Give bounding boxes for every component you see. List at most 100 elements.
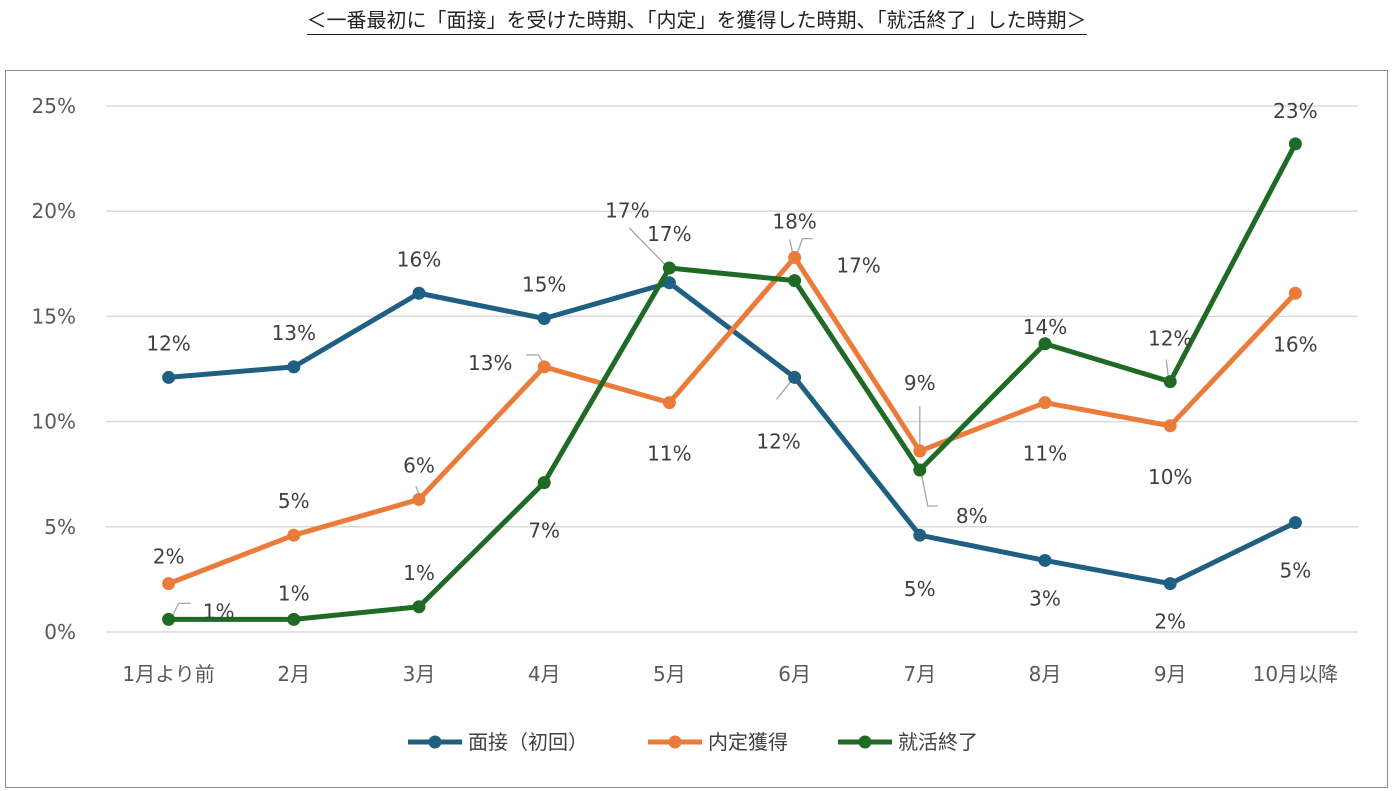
y-tick-label: 10% <box>32 410 76 434</box>
y-tick-label: 20% <box>32 199 76 223</box>
line-chart: 0% 5% 10% 15% 20% 25% 1月より前 2月 3月 4月 5月 6月 7月 8月 9月 10… <box>32 94 1358 754</box>
data-labels: 12% 13% 16% 15% 17% 12% 5% 3% 2% 5% 2% 5% 6% 13% 11% 18… <box>146 99 1317 634</box>
data-point <box>162 370 176 384</box>
series-2 <box>162 250 1302 591</box>
data-point <box>1288 137 1302 151</box>
x-tick-label: 4月 <box>528 662 561 686</box>
data-point <box>662 396 676 410</box>
x-tick-label: 7月 <box>903 662 936 686</box>
y-tick-label: 25% <box>32 94 76 118</box>
legend-item: 面接（初回） <box>408 730 588 754</box>
leader-line <box>526 354 543 362</box>
data-point <box>1288 286 1302 300</box>
legend-item: 就活終了 <box>838 730 978 754</box>
data-point <box>913 444 927 458</box>
x-tick-label: 2月 <box>277 662 310 686</box>
legend-label: 面接（初回） <box>468 730 588 754</box>
data-label: 10% <box>1148 465 1192 489</box>
data-point <box>162 612 176 626</box>
leader-line <box>776 380 793 400</box>
data-point <box>788 370 802 384</box>
series-3 <box>162 137 1302 626</box>
data-label: 3% <box>1029 586 1061 610</box>
leader-line <box>921 475 938 507</box>
data-label: 12% <box>1148 327 1192 351</box>
legend-swatch-marker <box>428 735 442 749</box>
x-axis-ticks: 1月より前 2月 3月 4月 5月 6月 7月 8月 9月 10月以降 <box>122 662 1338 686</box>
data-label: 17% <box>836 254 880 278</box>
x-tick-label: 3月 <box>403 662 436 686</box>
data-label: 17% <box>605 199 649 223</box>
data-label: 1% <box>403 561 435 585</box>
data-point <box>662 276 676 290</box>
data-label: 15% <box>522 273 566 297</box>
data-point <box>1163 375 1177 389</box>
legend: 面接（初回） 内定獲得 就活終了 <box>408 730 978 754</box>
data-point <box>1038 553 1052 567</box>
data-point <box>537 476 551 490</box>
series-line <box>166 254 1298 587</box>
data-label: 12% <box>146 331 190 355</box>
data-point <box>287 360 301 374</box>
data-label: 1% <box>203 599 235 623</box>
data-label: 13% <box>468 351 512 375</box>
x-tick-label: 6月 <box>778 662 811 686</box>
data-label: 14% <box>1023 315 1067 339</box>
data-point <box>412 286 426 300</box>
data-label: 5% <box>1280 559 1312 583</box>
data-label: 16% <box>397 247 441 271</box>
data-label: 18% <box>772 209 816 233</box>
data-point <box>412 600 426 614</box>
data-label: 11% <box>1023 442 1067 466</box>
data-label: 7% <box>528 519 560 543</box>
data-point <box>537 312 551 326</box>
data-label: 2% <box>153 545 185 569</box>
x-tick-label: 5月 <box>653 662 686 686</box>
data-point <box>788 250 802 264</box>
data-point <box>1163 419 1177 433</box>
data-point <box>412 492 426 506</box>
y-axis-ticks: 0% 5% 10% 15% 20% 25% <box>32 94 76 644</box>
data-point <box>1288 516 1302 530</box>
data-point <box>662 261 676 275</box>
data-point <box>287 612 301 626</box>
data-point <box>788 274 802 288</box>
chart-title: ＜一番最初に「面接」を受けた時期、「内定」を獲得した時期、「就活終了」した時期＞ <box>0 4 1393 35</box>
data-point <box>287 528 301 542</box>
leader-line <box>1165 359 1169 376</box>
series-1 <box>162 276 1302 591</box>
y-tick-label: 5% <box>44 515 76 539</box>
chart-title-text: ＜一番最初に「面接」を受けた時期、「内定」を獲得した時期、「就活終了」した時期＞ <box>306 8 1087 35</box>
data-label: 2% <box>1154 610 1186 634</box>
label-leader-lines <box>172 227 1169 616</box>
data-point <box>913 528 927 542</box>
series-lines <box>162 137 1302 626</box>
x-tick-label: 9月 <box>1154 662 1187 686</box>
data-label: 16% <box>1273 332 1317 356</box>
data-label: 17% <box>647 222 691 246</box>
data-point <box>1163 577 1177 591</box>
legend-swatch-marker <box>858 735 872 749</box>
data-label: 1% <box>278 581 310 605</box>
legend-label: 内定獲得 <box>708 730 788 754</box>
data-label: 13% <box>272 321 316 345</box>
legend-item: 内定獲得 <box>648 730 788 754</box>
data-point <box>537 360 551 374</box>
legend-swatch-marker <box>668 735 682 749</box>
data-label: 6% <box>403 453 435 477</box>
data-point <box>913 463 927 477</box>
data-label: 9% <box>904 371 936 395</box>
data-label: 12% <box>756 429 800 453</box>
data-point <box>162 577 176 591</box>
leader-line <box>172 602 191 616</box>
y-tick-label: 0% <box>44 620 76 644</box>
leader-line <box>795 237 813 255</box>
leader-line <box>628 227 666 266</box>
data-label: 5% <box>904 577 936 601</box>
x-tick-label: 1月より前 <box>122 662 214 686</box>
data-label: 23% <box>1273 99 1317 123</box>
series-line <box>166 141 1298 622</box>
data-label: 8% <box>956 504 988 528</box>
data-point <box>1038 337 1052 351</box>
data-label: 11% <box>647 442 691 466</box>
